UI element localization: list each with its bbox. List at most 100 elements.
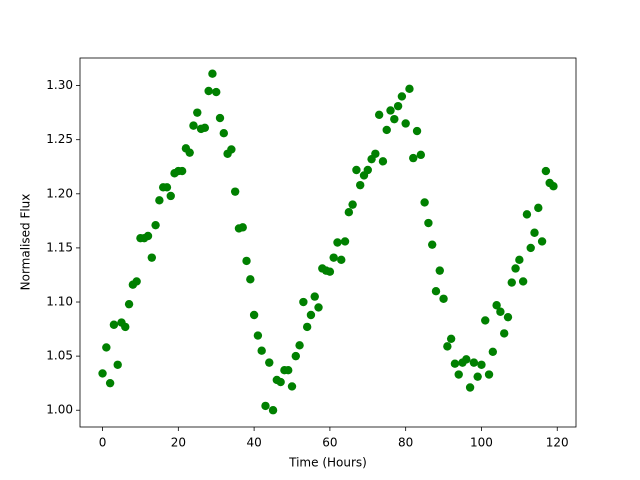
data-point	[132, 277, 141, 286]
data-point	[503, 312, 513, 322]
data-point	[465, 383, 475, 392]
data-point	[147, 253, 157, 262]
data-point	[518, 277, 528, 286]
data-point	[424, 218, 433, 228]
data-point	[507, 278, 516, 287]
data-point	[208, 69, 217, 78]
data-point	[314, 303, 323, 312]
data-point	[257, 346, 266, 355]
data-point	[291, 351, 300, 361]
plot-frame	[79, 57, 577, 428]
x-tick-label: 40	[246, 436, 261, 450]
x-tick-label: 80	[398, 436, 413, 450]
data-point	[333, 238, 342, 247]
data-point	[412, 126, 422, 136]
data-point	[397, 92, 407, 101]
data-point	[484, 370, 494, 379]
data-point	[299, 297, 308, 307]
data-point	[242, 256, 251, 266]
data-point	[162, 183, 172, 192]
data-point	[276, 377, 285, 387]
data-point	[212, 87, 221, 97]
y-tick-label: 1.15	[46, 240, 73, 254]
data-point	[454, 370, 463, 379]
x-tick-label: 100	[470, 436, 493, 450]
data-point	[98, 369, 107, 378]
data-point	[302, 322, 312, 332]
data-point	[511, 264, 520, 273]
data-point	[295, 341, 304, 350]
data-point	[534, 203, 543, 213]
data-point	[541, 166, 551, 176]
x-tick-label: 60	[322, 436, 337, 450]
data-point	[378, 157, 388, 166]
x-tick-label: 0	[99, 436, 107, 450]
y-tick-label: 1.05	[46, 349, 73, 363]
data-point	[371, 149, 380, 158]
data-point	[143, 231, 153, 241]
data-point	[488, 347, 498, 356]
data-point	[401, 119, 410, 128]
data-point	[374, 110, 384, 120]
data-point	[469, 358, 479, 367]
data-point	[492, 301, 501, 310]
data-point	[420, 198, 429, 207]
data-point	[499, 329, 509, 338]
y-tick-label: 1.20	[46, 186, 73, 200]
data-point	[166, 191, 175, 201]
data-point	[439, 294, 448, 303]
data-point	[185, 148, 194, 157]
data-point	[340, 237, 350, 246]
data-point	[200, 123, 210, 132]
data-point	[462, 355, 471, 364]
data-point	[261, 401, 270, 411]
data-point	[284, 365, 293, 375]
data-point	[249, 310, 259, 320]
data-point	[230, 187, 240, 196]
data-point	[526, 243, 535, 253]
data-point	[344, 208, 354, 217]
data-point	[337, 255, 346, 265]
data-point	[219, 129, 228, 138]
y-tick-label: 1.30	[46, 78, 73, 92]
data-point	[522, 210, 532, 219]
data-point	[348, 200, 357, 209]
data-point	[215, 113, 225, 123]
data-point	[393, 101, 403, 111]
data-point	[481, 316, 490, 325]
data-point	[113, 360, 122, 369]
data-point	[193, 108, 202, 117]
data-point	[443, 342, 452, 351]
data-point	[496, 307, 505, 316]
data-point	[473, 372, 482, 381]
data-point	[409, 153, 418, 163]
data-point	[515, 255, 524, 265]
data-point	[155, 196, 164, 205]
x-tick-label: 120	[546, 436, 569, 450]
data-point	[329, 253, 338, 262]
data-point	[530, 228, 539, 237]
data-point	[382, 125, 391, 135]
data-point	[177, 166, 187, 176]
data-point	[352, 165, 361, 175]
data-point	[204, 86, 213, 96]
data-point	[310, 292, 319, 301]
data-point	[124, 299, 134, 309]
data-point	[356, 180, 365, 190]
data-point	[431, 286, 441, 296]
data-point	[386, 106, 395, 115]
data-point	[105, 378, 115, 388]
data-point	[416, 150, 426, 160]
data-point	[246, 275, 255, 284]
y-tick-label: 1.10	[46, 295, 73, 309]
y-axis-label: Normalised Flux	[19, 194, 33, 291]
data-point	[363, 165, 372, 175]
data-point	[121, 322, 130, 332]
data-point	[549, 182, 558, 191]
y-tick-label: 1.00	[46, 403, 73, 417]
data-point	[151, 220, 160, 230]
data-point	[268, 406, 278, 415]
data-point	[450, 359, 460, 368]
